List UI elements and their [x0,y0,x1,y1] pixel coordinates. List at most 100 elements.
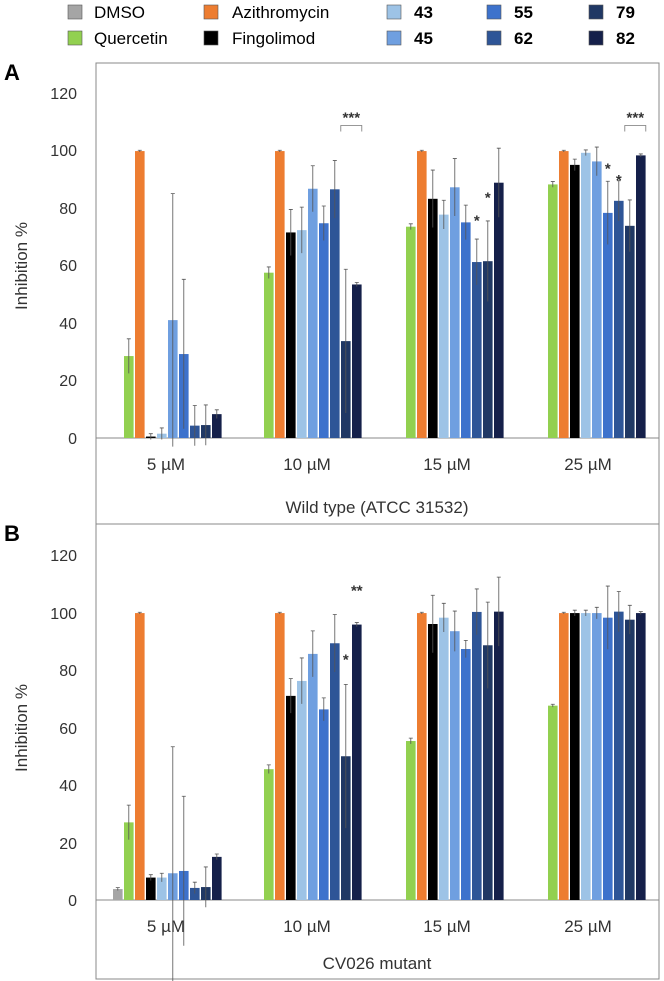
panel-a-bar-82-10m [352,284,362,438]
panel-b-bar-fingolimod-10m [286,695,296,900]
panel-b-bar-quercetin-5m [124,822,134,900]
panel-b-errorbar-55-5m [181,795,186,946]
panel-b-y-tick-60: 60 [59,721,77,738]
legend-swatch-55 [486,4,502,20]
panel-a-errorbar-55-5m [181,278,186,429]
panel-a-y-tick-20: 20 [59,373,77,390]
panel-a-category-5um: 5 µM [147,455,185,474]
panel-a-errorbar-82-25m [638,153,643,157]
panel-b-bar-55-10m [319,709,329,900]
panel-b-bar-55-15m [461,649,471,900]
panel-b-bar-quercetin-15m [406,741,416,900]
panel-b-bar-45-15m [450,631,460,900]
panel-b-bar-43-10m [297,680,307,900]
panel-a-errorbar-azithromycin-15m [419,149,424,152]
panel-a-errorbar-43-10m [299,206,304,254]
panel-a-errorbar-55-10m [321,205,326,241]
panel-a-significance-label: * [485,189,491,206]
panel-b-errorbar-79-5m [203,866,208,908]
panel-b-errorbar-fingolimod-10m [288,678,293,714]
legend-label-62: 62 [514,29,533,48]
panel-b-bar-fingolimod-25m [570,613,580,900]
panel-a-errorbar-79-15m [485,220,490,302]
legend-label-quercetin: Quercetin [94,29,168,48]
panel-b-errorbar-62-10m [332,614,337,673]
panel-b-errorbar-43-5m [159,872,164,882]
panel-a-bar-fingolimod-25m [570,164,580,438]
panel-a-bars [124,146,646,447]
panel-a-errorbar-azithromycin-25m [561,149,566,152]
legend-label-55: 55 [514,3,533,22]
panel-b-errorbar-45-10m [310,630,315,677]
panel-b-category-15um: 15 µM [423,917,471,936]
panel-b-errorbar-43-25m [583,609,588,616]
panel-b-y-tick-20: 20 [59,836,77,853]
legend-swatch-quercetin [67,30,83,46]
panel-b-bar-82-15m [494,611,504,900]
legend-item-45: 45 [386,29,433,48]
panel-a-errorbar-82-10m [354,282,359,287]
panel-a-errorbar-55-15m [463,204,468,240]
panel-a-errorbar-43-15m [441,199,446,229]
panel-a-bar-79-25m [625,225,635,438]
panel-a-significance-bracket [340,125,363,132]
panel-a-categories: 5 µM 10 µM 15 µM 25 µM [147,455,612,474]
panel-b-bar-62-5m [190,887,200,900]
legend: DMSO Quercetin Azithromycin Fingolimod 4… [67,3,635,48]
panel-a-bar-quercetin-25m [548,184,558,438]
panel-a-errorbar-fingolimod-15m [430,169,435,228]
panel-a-y-tick-60: 60 [59,258,77,275]
legend-label-43: 43 [414,3,433,22]
panel-a-errorbar-azithromycin-10m [277,149,282,152]
panel-b-errorbar-82-5m [214,853,219,860]
legend-label-82: 82 [616,29,635,48]
legend-label-79: 79 [616,3,635,22]
panel-b-frame [95,523,660,980]
panel-a-bar-43-25m [581,152,591,439]
panel-b-category-10um: 10 µM [283,917,331,936]
panel-a-bar-82-25m [636,155,646,438]
panel-a-bar-55-25m [603,212,613,438]
panel-a-category-10um: 10 µM [283,455,331,474]
legend-swatch-62 [486,30,502,46]
panel-b-bar-fingolimod-15m [428,624,438,900]
legend-label-45: 45 [414,29,433,48]
panel-b-errorbar-dmso-5m [115,887,120,891]
panel-b-errorbar-62-5m [192,881,197,894]
panel-b-errorbar-55-15m [463,639,468,658]
panel-b-bar-62-25m [614,611,624,900]
panel-b-errorbar-quercetin-15m [408,737,413,744]
panel-b-errorbar-82-10m [354,622,359,627]
panel-b-errorbar-azithromycin-25m [561,611,566,614]
panel-b-errorbar-82-15m [496,576,501,647]
panel-a-bar-azithromycin-5m [135,151,145,438]
panel-a-errorbar-quercetin-25m [550,181,555,188]
panel-b-bar-43-25m [581,613,591,900]
panel-a-errorbar-45-5m [170,193,175,447]
panel-a-errorbar-82-5m [214,409,219,419]
legend-label-fingolimod: Fingolimod [232,29,315,48]
panel-a-bar-43-10m [297,230,307,438]
panel-a-bar-45-25m [592,161,602,439]
panel-a-annotations: ********** [340,110,647,229]
panel-a-significance-label: *** [343,110,361,127]
panel-a-errorbar-79-10m [343,268,348,413]
panel-a-errorbar-quercetin-5m [126,338,131,374]
panel-a-category-15um: 15 µM [423,455,471,474]
legend-swatch-azithromycin [203,4,219,20]
panel-a-errorbar-79-25m [627,199,632,252]
panel-a-bar-62-10m [330,189,340,438]
panel-b-bar-55-25m [603,617,613,900]
panel-b-errorbar-55-25m [605,585,610,650]
panel-a-errorbar-55-25m [605,180,610,245]
panel-a-bar-55-15m [461,222,471,438]
panel-a-errorbar-43-5m [159,427,164,440]
panel-b-bar-62-10m [330,643,340,900]
panel-a-y-axis-title: Inhibition % [12,222,31,310]
panel-b-label: B [4,521,20,546]
panel-a-category-25um: 25 µM [564,455,612,474]
panel-a-y-tick-40: 40 [59,316,77,333]
panel-a-errorbar-fingolimod-10m [288,209,293,256]
legend-item-55: 55 [486,3,533,22]
panel-b-y-tick-0: 0 [68,893,77,910]
